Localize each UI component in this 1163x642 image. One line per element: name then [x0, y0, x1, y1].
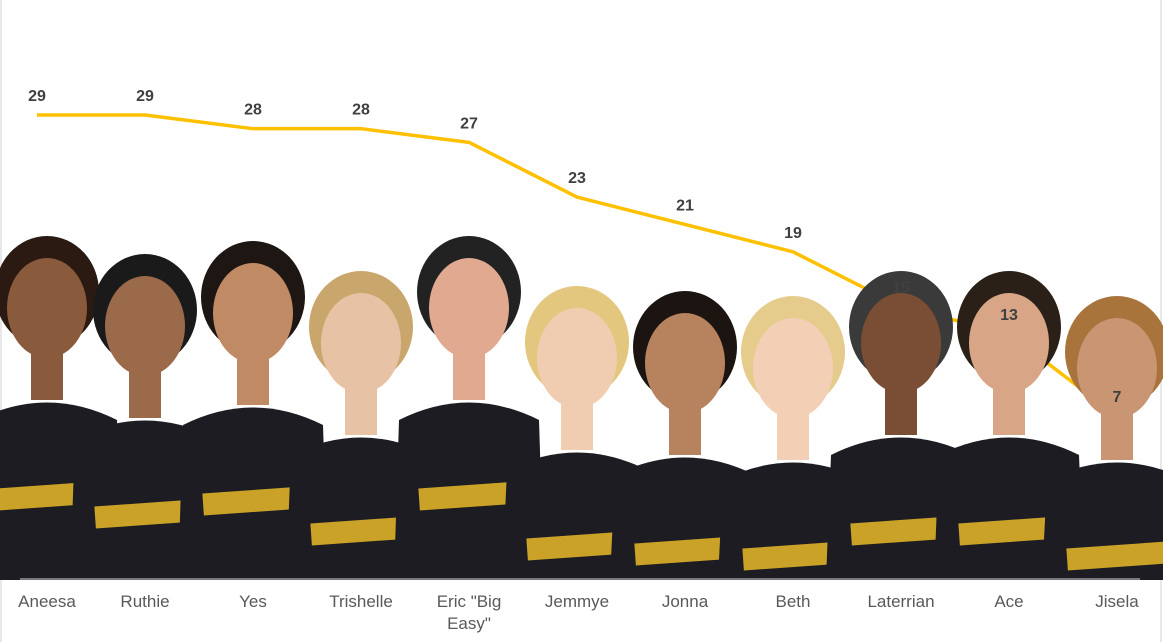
x-tick-label: Laterrian [867, 592, 935, 611]
logo [1066, 541, 1163, 571]
value-label: 7 [1113, 389, 1122, 406]
logo [202, 486, 304, 516]
logo [0, 481, 98, 511]
face [645, 313, 725, 413]
face [1077, 318, 1157, 418]
value-label: 27 [460, 115, 478, 132]
face [7, 258, 87, 358]
value-label: 28 [244, 102, 262, 119]
value-label: 21 [676, 197, 694, 214]
x-tick-label: Ace [994, 592, 1024, 611]
logo [418, 481, 520, 511]
value-label: 19 [784, 225, 802, 242]
x-tick-label: Ruthie [120, 592, 170, 611]
face [321, 293, 401, 393]
value-label: 23 [568, 170, 586, 187]
x-tick-label: Yes [239, 592, 267, 611]
face [537, 308, 617, 408]
x-tick-label: Trishelle [329, 592, 393, 611]
value-label: 13 [1000, 307, 1018, 324]
face [105, 276, 185, 376]
face [969, 293, 1049, 393]
logo [850, 516, 952, 546]
value-label: 15 [892, 280, 910, 297]
logo [742, 541, 844, 571]
value-label: 28 [352, 102, 370, 119]
value-label: 29 [136, 88, 154, 105]
x-tick-label: Jemmye [544, 592, 610, 611]
x-tick-label: Jonna [661, 592, 709, 611]
logo [634, 536, 736, 566]
photos [0, 236, 1163, 580]
value-labels: 29 29 28 28 27 23 21 19 15 13 7 [28, 88, 1121, 406]
logo [310, 516, 412, 546]
face [861, 293, 941, 393]
logo [526, 531, 628, 561]
logo [94, 499, 196, 529]
x-tick-label: Eric "Big Easy" [436, 592, 502, 633]
value-label: 29 [28, 88, 46, 105]
face [753, 318, 833, 418]
x-tick-label: Jisela [1095, 592, 1139, 611]
logo [958, 516, 1060, 546]
face [213, 263, 293, 363]
x-tick-label: Beth [775, 592, 811, 611]
x-tick-label: Aneesa [18, 592, 76, 611]
face [429, 258, 509, 358]
